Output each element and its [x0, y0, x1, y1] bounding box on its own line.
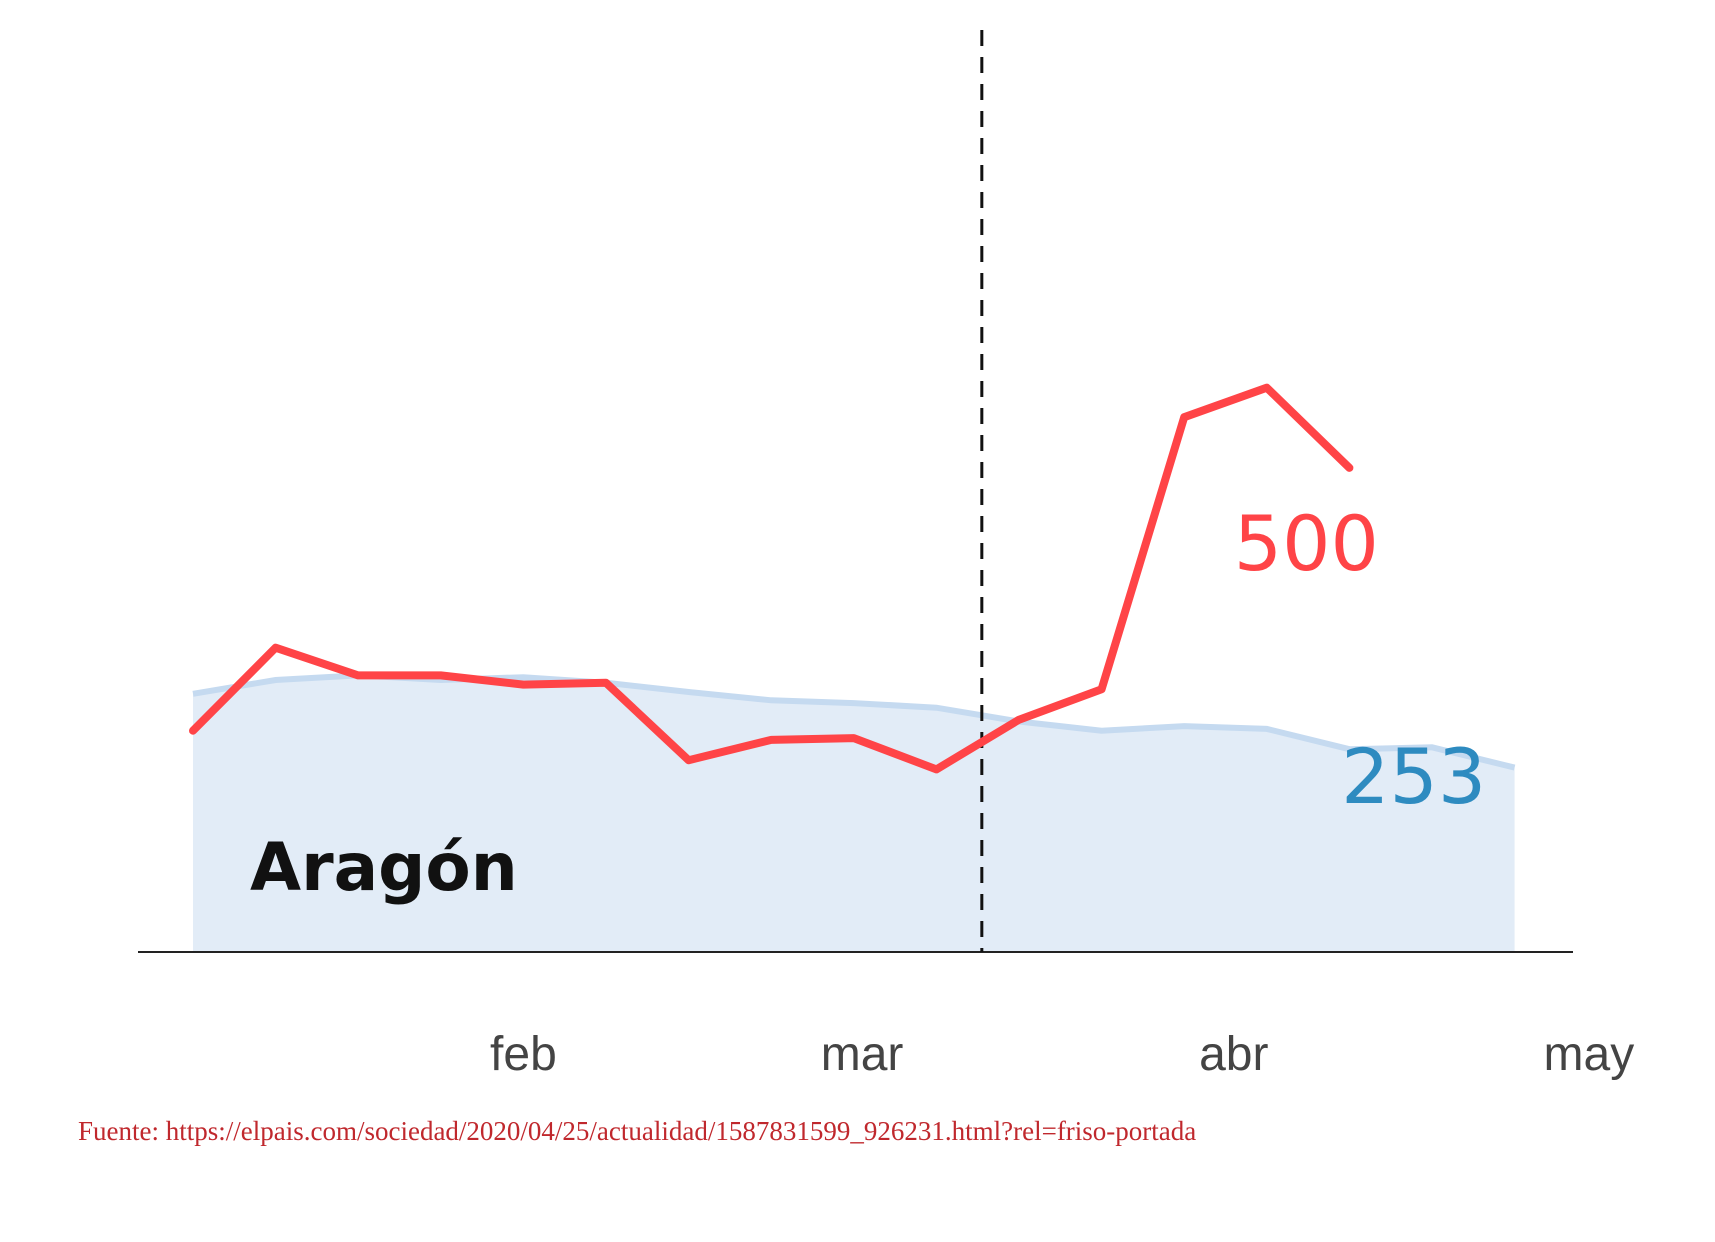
x-tick-label: may [1544, 1028, 1635, 1081]
x-tick-label: mar [821, 1028, 904, 1081]
actual-line [189, 383, 1354, 774]
expected-end-label: 253 [1341, 732, 1486, 821]
source-citation: Fuente: https://elpais.com/sociedad/2020… [78, 1116, 1197, 1146]
region-label: Aragón [250, 829, 518, 906]
actual-end-label: 500 [1234, 499, 1379, 588]
x-tick-label: feb [490, 1028, 557, 1081]
x-tick-label: abr [1199, 1028, 1268, 1081]
x-axis-ticks: feb mar abr may [490, 1028, 1634, 1081]
expected-area [193, 675, 1515, 952]
